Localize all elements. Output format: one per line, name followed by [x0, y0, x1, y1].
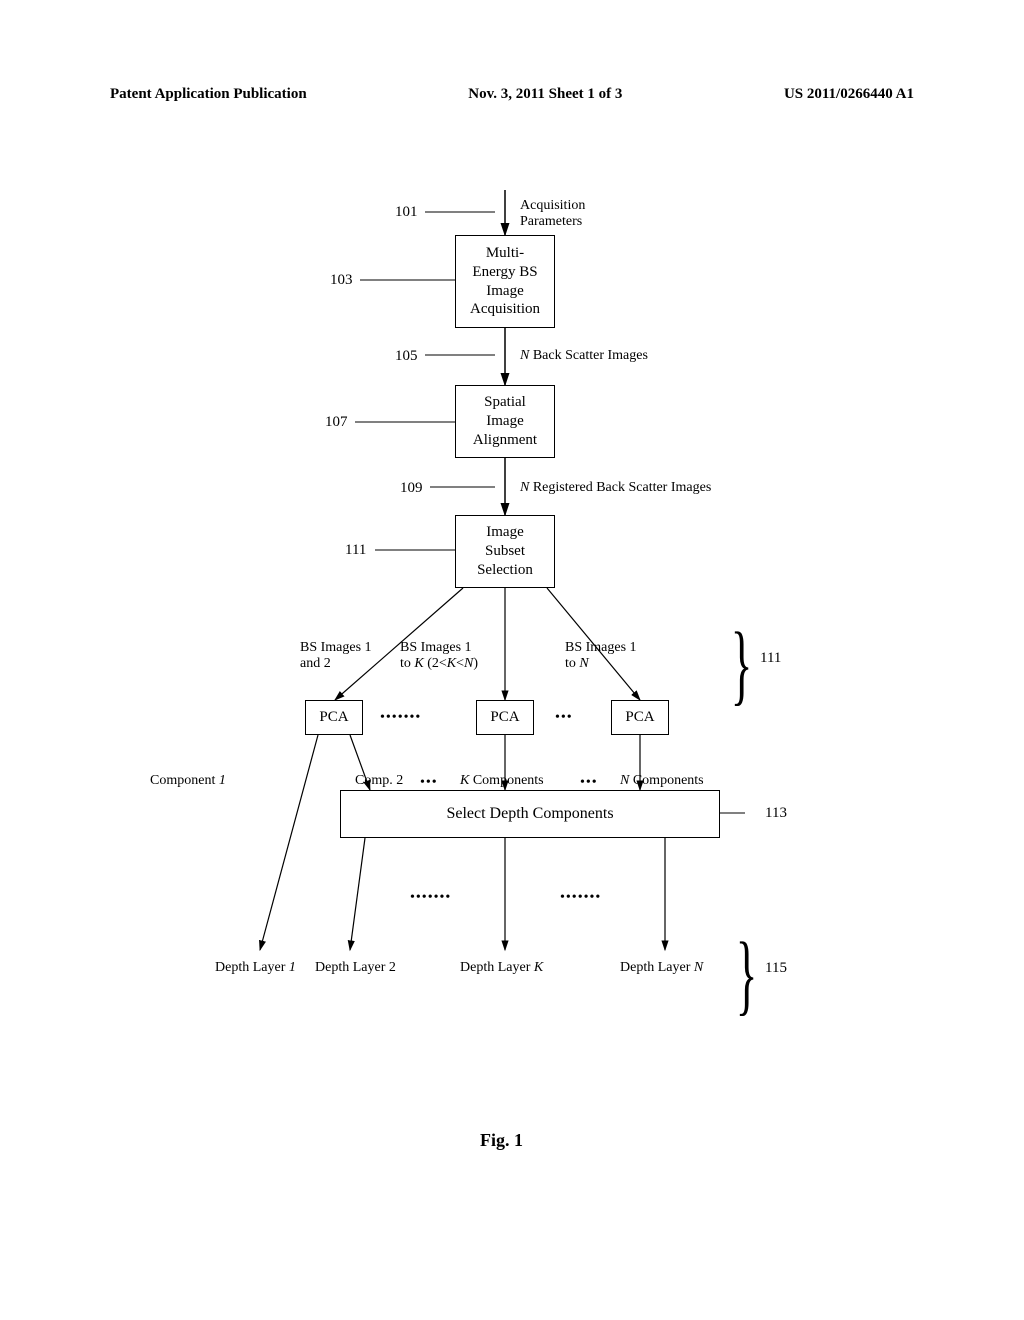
branch-label-1: BS Images 1 and 2 — [300, 640, 372, 672]
dots-1: ••••••• — [380, 710, 421, 726]
dots-depth2: ••••••• — [560, 890, 601, 906]
ref-109: 109 — [400, 480, 423, 497]
flowchart-diagram: Acquisition Parameters N Back Scatter Im… — [0, 190, 1024, 1080]
comp-k: K Components — [460, 773, 544, 789]
branch-label-2: BS Images 1to K (2<K<N) — [400, 640, 478, 672]
label-n-reg: N Registered Back Scatter Images — [520, 480, 711, 496]
box-spatial-align: Spatial Image Alignment — [455, 385, 555, 458]
ref-107: 107 — [325, 414, 348, 431]
ref-111a: 111 — [345, 542, 366, 559]
dots-2: ••• — [555, 710, 573, 726]
dots-depth1: ••••••• — [410, 890, 451, 906]
brace-115: } — [736, 930, 758, 1020]
header-right: US 2011/0266440 A1 — [784, 86, 914, 103]
brace-111: } — [731, 620, 753, 710]
comp-n: N Components — [620, 773, 704, 789]
ref-115: 115 — [765, 960, 787, 977]
dots-comp: ••• — [420, 775, 438, 791]
header-center: Nov. 3, 2011 Sheet 1 of 3 — [468, 86, 622, 103]
label-n-bs: N Back Scatter Images — [520, 348, 648, 364]
label-acq-params: Acquisition Parameters — [520, 198, 585, 230]
dots-comp2: ••• — [580, 775, 598, 791]
box-image-subset: Image Subset Selection — [455, 515, 555, 588]
box-multi-energy: Multi- Energy BS Image Acquisition — [455, 235, 555, 328]
depth-2: Depth Layer 2 — [315, 960, 396, 976]
header-left: Patent Application Publication — [110, 86, 307, 103]
box-pca-1: PCA — [305, 700, 363, 735]
ref-111b: 111 — [760, 650, 781, 667]
figure-caption: Fig. 1 — [480, 1130, 523, 1151]
comp-2: Comp. 2 — [355, 773, 403, 789]
ref-101: 101 — [395, 204, 418, 221]
comp-1: Component 1 — [150, 773, 226, 789]
depth-n: Depth Layer N — [620, 960, 703, 976]
depth-k: Depth Layer K — [460, 960, 543, 976]
box-select-depth: Select Depth Components — [340, 790, 720, 838]
depth-1: Depth Layer 1 — [215, 960, 296, 976]
ref-113: 113 — [765, 805, 787, 822]
box-pca-3: PCA — [611, 700, 669, 735]
box-pca-2: PCA — [476, 700, 534, 735]
branch-label-3: BS Images 1to N — [565, 640, 637, 672]
ref-103: 103 — [330, 272, 353, 289]
ref-105: 105 — [395, 348, 418, 365]
